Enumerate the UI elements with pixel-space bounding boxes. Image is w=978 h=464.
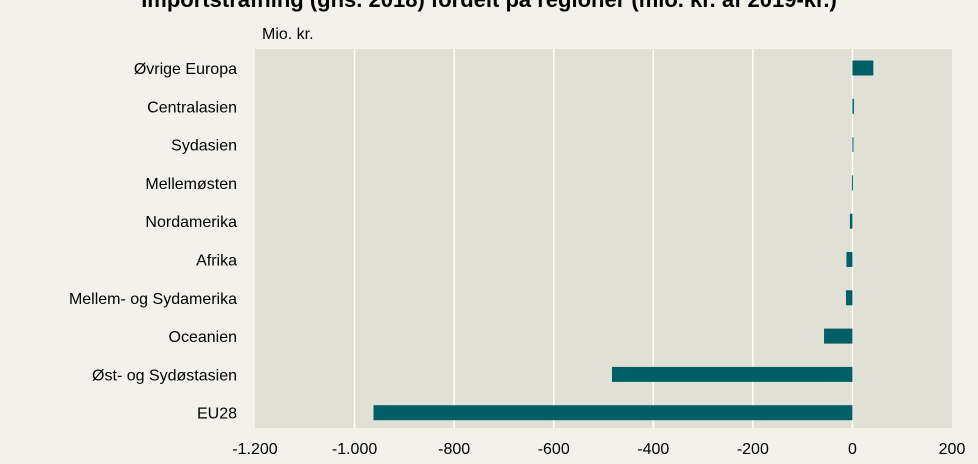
x-axis-ticks: -1.200 -1.000 -800 -600 -400 -200 0 200 (232, 441, 965, 458)
category-label: Øst- og Sydøstasien (92, 367, 237, 384)
bar (852, 137, 854, 153)
category-label: Centralasien (147, 99, 237, 116)
bar (611, 366, 853, 382)
bar (852, 60, 874, 76)
x-tick-label: -600 (538, 441, 570, 458)
category-label: EU28 (197, 406, 237, 423)
x-tick-label: -400 (637, 441, 669, 458)
category-label: Sydasien (171, 138, 237, 155)
bar (846, 252, 853, 267)
x-tick-label: -800 (438, 441, 470, 458)
x-tick-label: -200 (737, 441, 769, 458)
bar (845, 290, 853, 306)
chart-title: Importstrafning (gns. 2018) fordelt på r… (0, 0, 978, 13)
category-label: Nordamerika (145, 214, 237, 231)
category-label: Afrika (196, 253, 237, 270)
plot-area (255, 49, 952, 428)
x-tick-label: 200 (939, 441, 966, 458)
category-label: Mellem- og Sydamerika (69, 291, 237, 308)
category-label: Oceanien (169, 329, 238, 346)
bar (851, 175, 853, 191)
bars (373, 60, 874, 421)
x-tick-label: -1.200 (232, 441, 277, 458)
bar (849, 213, 853, 229)
bar (852, 98, 854, 114)
x-tick-label: -1.000 (332, 441, 377, 458)
x-tick-label: 0 (848, 441, 857, 458)
bar (373, 405, 853, 421)
category-label: Mellemøsten (145, 176, 237, 193)
bar (824, 328, 853, 344)
unit-label: Mio. kr. (262, 26, 314, 43)
category-labels: Øvrige Europa Centralasien Sydasien Mellemø… (69, 61, 237, 423)
category-label: Øvrige Europa (134, 61, 237, 78)
